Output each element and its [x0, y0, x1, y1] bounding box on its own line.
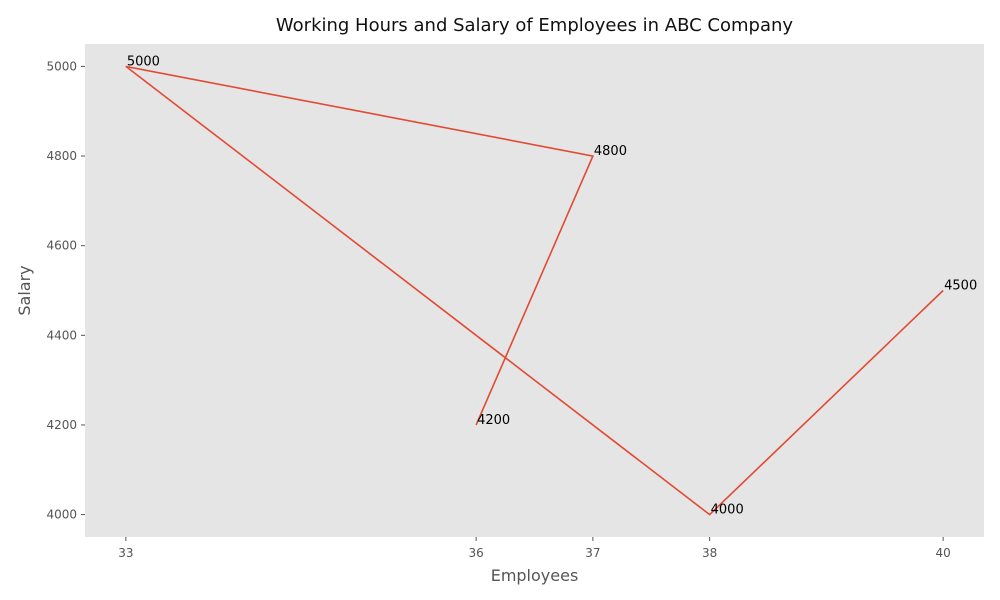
- y-tick-label: 4000: [46, 508, 77, 522]
- y-tick-label: 4200: [46, 418, 77, 432]
- x-tick-label: 37: [585, 546, 600, 560]
- y-tick-label: 4800: [46, 149, 77, 163]
- x-tick-label: 40: [935, 546, 950, 560]
- x-tick-label: 33: [118, 546, 133, 560]
- data-label: 4000: [711, 503, 744, 518]
- chart-title: Working Hours and Salary of Employees in…: [276, 15, 794, 36]
- data-label: 5000: [127, 54, 160, 69]
- x-axis-ticks: 33 36 37 38 40: [118, 537, 951, 560]
- data-label: 4800: [594, 144, 627, 159]
- y-tick-label: 5000: [46, 59, 77, 73]
- series-line: [125, 65, 944, 516]
- y-axis-ticks: 4000 4200 4400 4600 4800 5000: [46, 59, 85, 522]
- data-labels: 4500 4000 5000 4800 4200: [127, 54, 977, 517]
- y-tick-label: 4600: [46, 239, 77, 253]
- x-axis-title: Employees: [491, 566, 579, 585]
- y-tick-label: 4400: [46, 328, 77, 342]
- x-tick-label: 38: [702, 546, 717, 560]
- data-label: 4200: [477, 413, 510, 428]
- data-label: 4500: [944, 279, 977, 294]
- y-axis-title: Salary: [15, 265, 34, 315]
- x-tick-label: 36: [468, 546, 483, 560]
